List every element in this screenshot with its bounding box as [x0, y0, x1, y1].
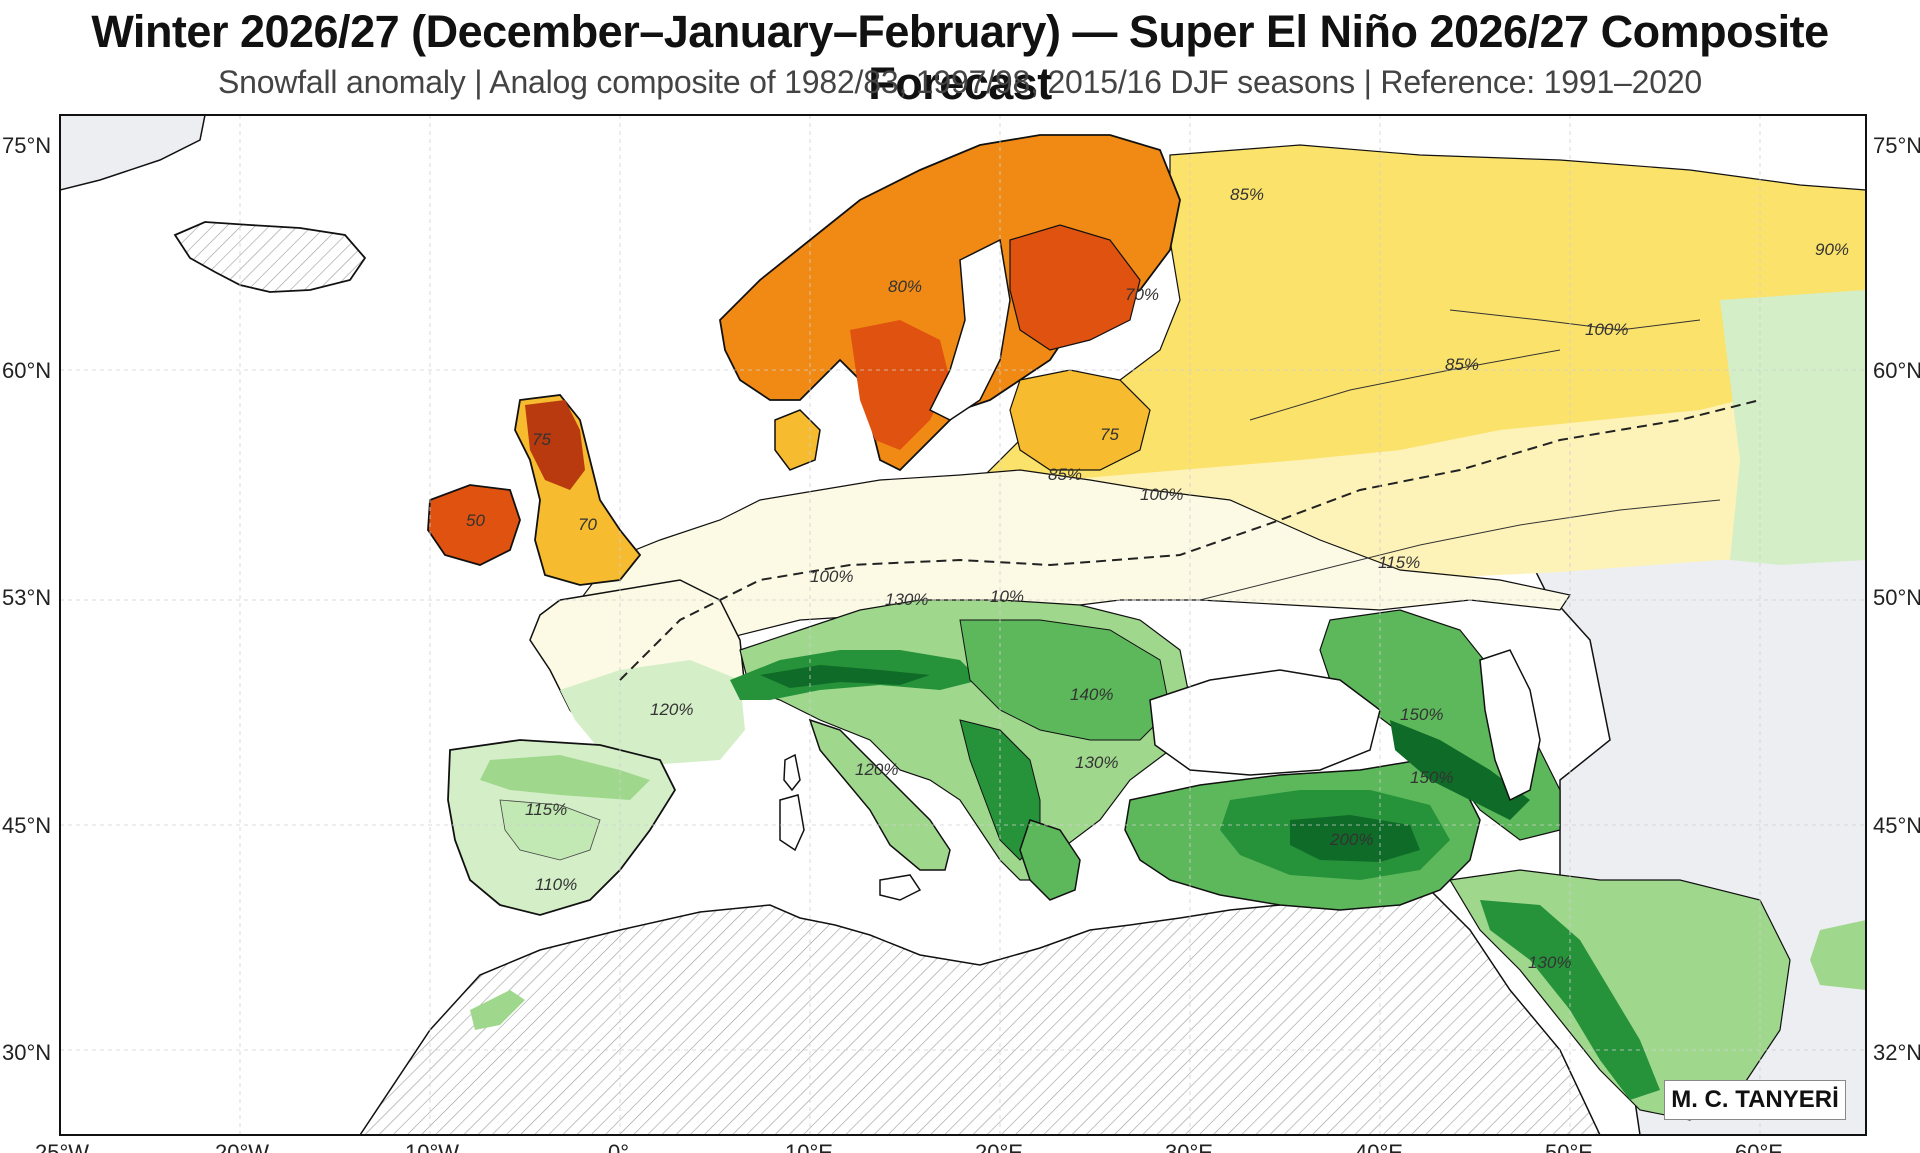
longitude-label: 40°E [1355, 1140, 1403, 1153]
contour-label: 100% [810, 567, 853, 586]
scandinavia-landmass [719, 134, 1181, 472]
contour-label: 115% [525, 800, 567, 819]
contour-label: 150% [1400, 705, 1443, 724]
map-frame [59, 114, 1867, 1136]
ireland-landmass [427, 484, 521, 566]
latitude-label-left: 30°N [2, 1040, 51, 1065]
author-credit-box: M. C. TANYERİ [1664, 1080, 1846, 1120]
finland-red [1009, 224, 1141, 351]
latitude-label-right: 32°N [1873, 1040, 1920, 1065]
latitude-label-left: 45°N [2, 813, 51, 838]
contour-label: 10% [990, 587, 1024, 606]
iberia-inner [499, 799, 601, 861]
contour-label: 120% [650, 700, 693, 719]
greenland-landmass [60, 115, 206, 191]
contour-label: 130% [885, 590, 928, 609]
contour-label: 100% [1140, 485, 1183, 504]
longitude-label: 20°E [975, 1140, 1023, 1153]
black-sea [1149, 669, 1381, 776]
contour-label: 75 [1100, 425, 1119, 444]
contour-label: 90% [1815, 240, 1849, 259]
contour-label: 75 [532, 430, 551, 449]
contour-label: 85% [1048, 465, 1082, 484]
longitude-label: 60°E [1735, 1140, 1783, 1153]
contour-label: 200% [1329, 830, 1373, 849]
caucasus-dark-band [1390, 720, 1530, 820]
france-green-south [560, 660, 745, 765]
contour-label: 130% [1528, 953, 1571, 972]
latitude-label-left: 60°N [2, 358, 51, 383]
atlas-green-patch [470, 990, 525, 1030]
graticule [60, 115, 1866, 1135]
iberia-green-core [480, 755, 650, 800]
latitude-label-left: 75°N [2, 133, 51, 158]
contour-label: 140% [1070, 685, 1113, 704]
contour-label: 115% [1378, 553, 1420, 572]
latitude-label-left: 53°N [2, 585, 51, 610]
contour-115 [1199, 499, 1721, 601]
alps-darkest-core [760, 665, 930, 688]
contour-label: 70% [1125, 285, 1159, 304]
iceland-landmass [173, 221, 367, 293]
contour-label: 120% [855, 760, 898, 779]
contour-label: 85% [1230, 185, 1264, 204]
map-body: 85% 90% 80% 70% 100% 85% 75 85% 100% 75 … [60, 115, 1866, 1135]
caspian-sea [1479, 649, 1541, 802]
latitude-label-right: 45°N [1873, 813, 1920, 838]
contour-label: 130% [1075, 753, 1118, 772]
greece-landmass [1019, 819, 1081, 901]
longitude-label: 30°E [1165, 1140, 1213, 1153]
longitude-label: 50°E [1545, 1140, 1593, 1153]
longitude-label: 25°W [35, 1140, 89, 1153]
contour-dashed-100 [619, 399, 1761, 681]
contour-label: 150% [1410, 768, 1453, 787]
longitude-label: 0° [608, 1140, 629, 1153]
contour-label: 85% [1445, 355, 1479, 374]
east-green-patch [1810, 920, 1866, 990]
contour-label: 70 [578, 515, 597, 534]
carpathian-green [959, 619, 1171, 741]
longitude-label: 10°E [785, 1140, 833, 1153]
contour-label: 100% [1585, 320, 1628, 339]
latitude-label-right: 75°N [1873, 133, 1920, 158]
contour-100-east [1449, 309, 1701, 331]
contour-label: 50 [466, 511, 485, 530]
contour-label: 110% [535, 875, 577, 894]
longitude-label: 20°W [215, 1140, 269, 1153]
north-africa-region [359, 869, 1601, 1135]
great-britain-red [525, 400, 585, 490]
contour-85 [1249, 349, 1561, 421]
longitude-label: 10°W [405, 1140, 459, 1153]
scandinavia-red-core [850, 320, 950, 450]
latitude-label-right: 50°N [1873, 585, 1920, 610]
sicily-island [879, 874, 922, 901]
map-title: Winter 2026/27 (December–January–Februar… [91, 6, 1829, 109]
italy-peninsula [808, 718, 951, 871]
corsica-island [783, 753, 801, 792]
turkey-darkest-core [1290, 815, 1420, 862]
baltic-states-orange [1009, 369, 1151, 471]
baltic-sea [928, 238, 1011, 421]
contour-label: 80% [888, 277, 922, 296]
russia-south-green [1720, 290, 1866, 565]
denmark-landmass [774, 409, 821, 471]
sardinia-island [779, 794, 805, 852]
map-subtitle: Snowfall anomaly | Analog composite of 1… [217, 64, 1703, 100]
latitude-label-right: 60°N [1873, 358, 1920, 383]
